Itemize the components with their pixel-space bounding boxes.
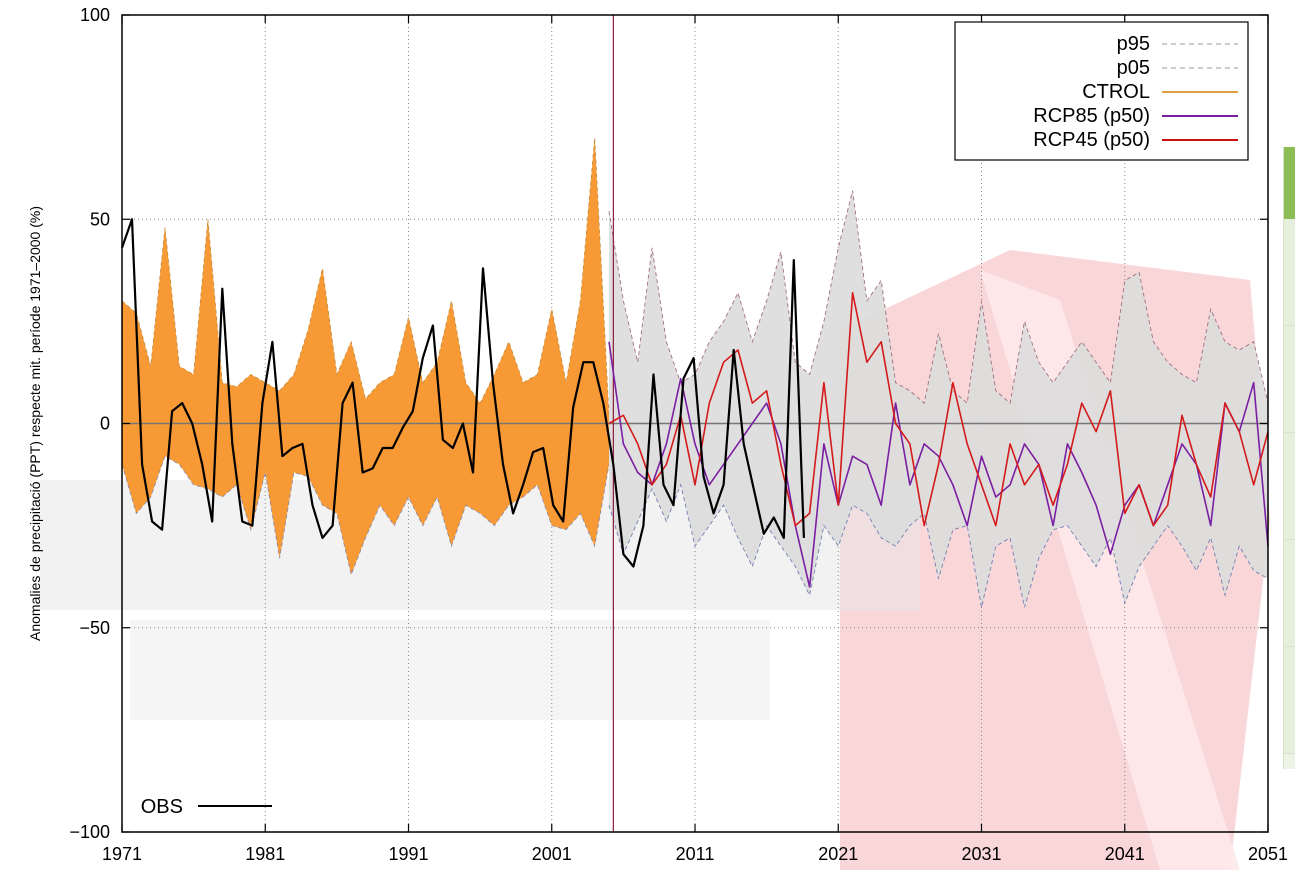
x-tick-label: 2041: [1105, 844, 1145, 864]
x-tick-label: 2021: [818, 844, 858, 864]
obs-legend-label: OBS: [141, 796, 183, 818]
axis-ticks: 1971 1981 1991 2001 2011 2021 2031 2041 2051 −100…: [69, 5, 1288, 864]
p95-line: [608, 190, 1269, 404]
x-tick-label: 1981: [245, 844, 285, 864]
side-panel-tab[interactable]: [1284, 219, 1295, 326]
y-axis-label: Anomalies de precipitació (PPT) respecte…: [27, 206, 43, 641]
side-panel-tab[interactable]: [1284, 540, 1295, 647]
watermark-gray-band-2: [130, 620, 770, 720]
legend-label-rcp45: RCP45 (p50): [1033, 129, 1150, 151]
x-tick-label: 1991: [388, 844, 428, 864]
side-panel-tab[interactable]: [1284, 647, 1295, 754]
y-tick-label: 100: [80, 5, 110, 25]
rcp85-line: [608, 341, 1269, 588]
x-tick-label: 1971: [102, 844, 142, 864]
band-layer: [121, 137, 1269, 608]
ctrol-band: [122, 137, 609, 575]
legend-label-p05: p05: [1117, 57, 1150, 79]
y-tick-label: −50: [79, 618, 110, 638]
x-tick-label: 2011: [676, 844, 715, 864]
obs-legend: OBS: [141, 796, 272, 818]
side-panel-tab[interactable]: [1284, 326, 1295, 433]
legend-label-ctrol: CTROL: [1082, 81, 1150, 103]
side-panel: [1283, 147, 1295, 769]
x-tick-label: 2001: [532, 844, 572, 864]
y-tick-label: 50: [90, 209, 110, 229]
ctrol-lower-edge: [121, 455, 610, 576]
x-tick-label: 2051: [1248, 844, 1288, 864]
obs-line: [120, 218, 805, 568]
y-tick-label: −100: [69, 822, 110, 842]
x-tick-label: 2031: [961, 844, 1001, 864]
legend-label-p95: p95: [1117, 33, 1150, 55]
rcp45-line: [608, 291, 1269, 527]
series-lines: [120, 218, 1269, 588]
p05-line: [608, 483, 1269, 608]
side-panel-tab[interactable]: [1284, 433, 1295, 540]
legend-label-rcp85: RCP85 (p50): [1033, 105, 1150, 127]
side-panel-header: [1284, 147, 1295, 219]
projection-band: [609, 190, 1268, 608]
y-tick-label: 0: [100, 414, 110, 434]
